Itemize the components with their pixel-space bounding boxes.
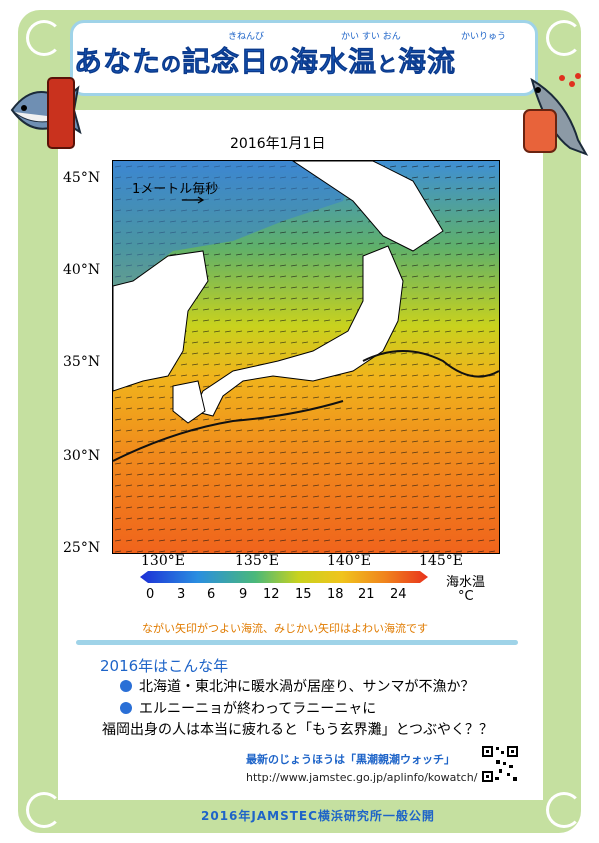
year-bullet: 北海道・東北沖に暖水渦が居座り、サンマが不漁か？	[120, 676, 474, 696]
corner-swirl-icon	[26, 792, 62, 828]
arrow-scale-label: 1メートル毎秒	[132, 182, 219, 197]
lat-label: 45°N	[63, 170, 101, 186]
bullet-dot-icon	[120, 702, 132, 714]
lon-label: 130°E	[141, 553, 185, 569]
bullet-dot-icon	[120, 680, 132, 692]
year-heading: 2016年はこんな年	[100, 657, 229, 675]
colorbar-tick: 3	[177, 587, 186, 602]
lat-label: 35°N	[63, 354, 101, 370]
title-part: の	[161, 52, 183, 77]
bullet-text: エルニーニョが終わってラニーニャに	[139, 701, 377, 717]
colorbar-tick: 0	[146, 587, 155, 602]
colorbar-tick: 21	[358, 587, 375, 602]
temperature-colorbar	[140, 571, 428, 583]
page-title: あなたの記念日の海水温と海流	[74, 40, 456, 80]
lon-label: 140°E	[327, 553, 371, 569]
colorbar-unit: 海水温 °C	[446, 576, 485, 604]
title-part: 海流	[398, 45, 457, 79]
lon-label: 145°E	[419, 553, 463, 569]
corner-swirl-icon	[546, 20, 582, 56]
title-part: あなた	[74, 45, 162, 79]
map-date: 2016年1月1日	[230, 136, 326, 152]
colorbar-tick: 24	[390, 587, 407, 602]
tuna-illustration-icon	[10, 77, 82, 149]
title-part: の	[269, 52, 291, 77]
colorbar-unit-symbol: °C	[458, 589, 474, 604]
colorbar-tick: 12	[263, 587, 280, 602]
colorbar-tick: 18	[327, 587, 344, 602]
title-part: 海水温	[290, 45, 378, 79]
colorbar-tick: 15	[295, 587, 312, 602]
info-url[interactable]: http://www.jamstec.go.jp/aplinfo/kowatch…	[246, 771, 478, 784]
year-note: 福岡出身の人は本当に疲れると「もう玄界灘」とつぶやく？？	[102, 722, 494, 738]
arrow-note: ながい矢印がつよい海流、みじかい矢印はよわい海流です	[142, 622, 428, 635]
qr-code-icon[interactable]	[481, 745, 519, 783]
info-link-note: 最新のじょうほうは「黒潮親潮ウォッチ」	[246, 753, 455, 766]
corner-swirl-icon	[546, 792, 582, 828]
colorbar-unit-label: 海水温	[446, 575, 486, 590]
title-part: と	[377, 52, 399, 77]
bullet-text: 北海道・東北沖に暖水渦が居座り、サンマが不漁か？	[139, 679, 475, 695]
title-ruby: かいりゅう	[461, 32, 507, 42]
title-banner	[70, 20, 538, 96]
lat-label: 25°N	[63, 540, 101, 556]
colorbar-tick: 9	[239, 587, 248, 602]
lat-label: 30°N	[63, 448, 101, 464]
sea-temperature-map	[112, 160, 500, 554]
lat-label: 40°N	[63, 262, 101, 278]
section-divider	[76, 640, 518, 645]
title-ruby: きねんび	[228, 32, 265, 42]
year-bullet: エルニーニョが終わってラニーニャに	[120, 698, 376, 718]
lon-label: 135°E	[235, 553, 279, 569]
salmon-illustration-icon	[523, 73, 589, 156]
footer-text: 2016年JAMSTEC横浜研究所一般公開	[201, 809, 435, 823]
scale-arrow-icon	[182, 196, 205, 204]
colorbar-tick: 6	[207, 587, 216, 602]
title-part: 記念日	[182, 45, 270, 79]
title-ruby: かい すい おん	[341, 32, 401, 42]
corner-swirl-icon	[26, 20, 62, 56]
